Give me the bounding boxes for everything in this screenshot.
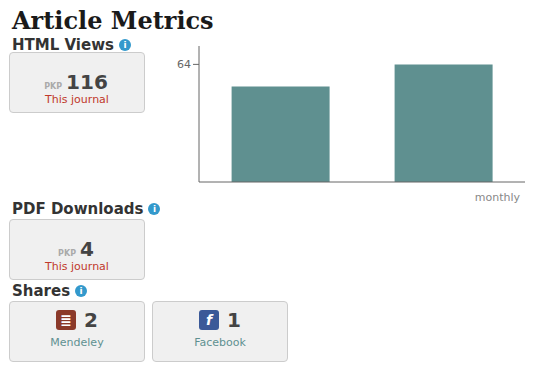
html-text:2: 2 xyxy=(84,308,98,332)
html-text:i: i xyxy=(152,204,156,214)
html-text:4: 4 xyxy=(80,237,94,261)
html-text:i: i xyxy=(123,40,127,50)
html-text:i: i xyxy=(79,286,83,296)
html-text:Mendeley: Mendeley xyxy=(50,336,104,349)
html-text:1: 1 xyxy=(227,308,241,332)
html-text:f: f xyxy=(206,312,213,328)
html-text:Article Metrics: Article Metrics xyxy=(12,6,214,35)
html-text:This journal: This journal xyxy=(45,260,109,273)
svg-text:monthly: monthly xyxy=(475,191,521,204)
svg-text:64: 64 xyxy=(177,58,191,71)
html-text:116: 116 xyxy=(66,70,108,94)
html-text:This journal: This journal xyxy=(45,93,109,106)
html-text:Facebook: Facebook xyxy=(194,336,246,349)
html-text:HTML Views: HTML Views xyxy=(12,36,114,54)
html-text:PDF Downloads: PDF Downloads xyxy=(12,200,144,218)
html-text:Shares: Shares xyxy=(12,282,71,300)
html-text:PKP: PKP xyxy=(44,82,63,91)
html-text:PKP: PKP xyxy=(58,249,76,258)
